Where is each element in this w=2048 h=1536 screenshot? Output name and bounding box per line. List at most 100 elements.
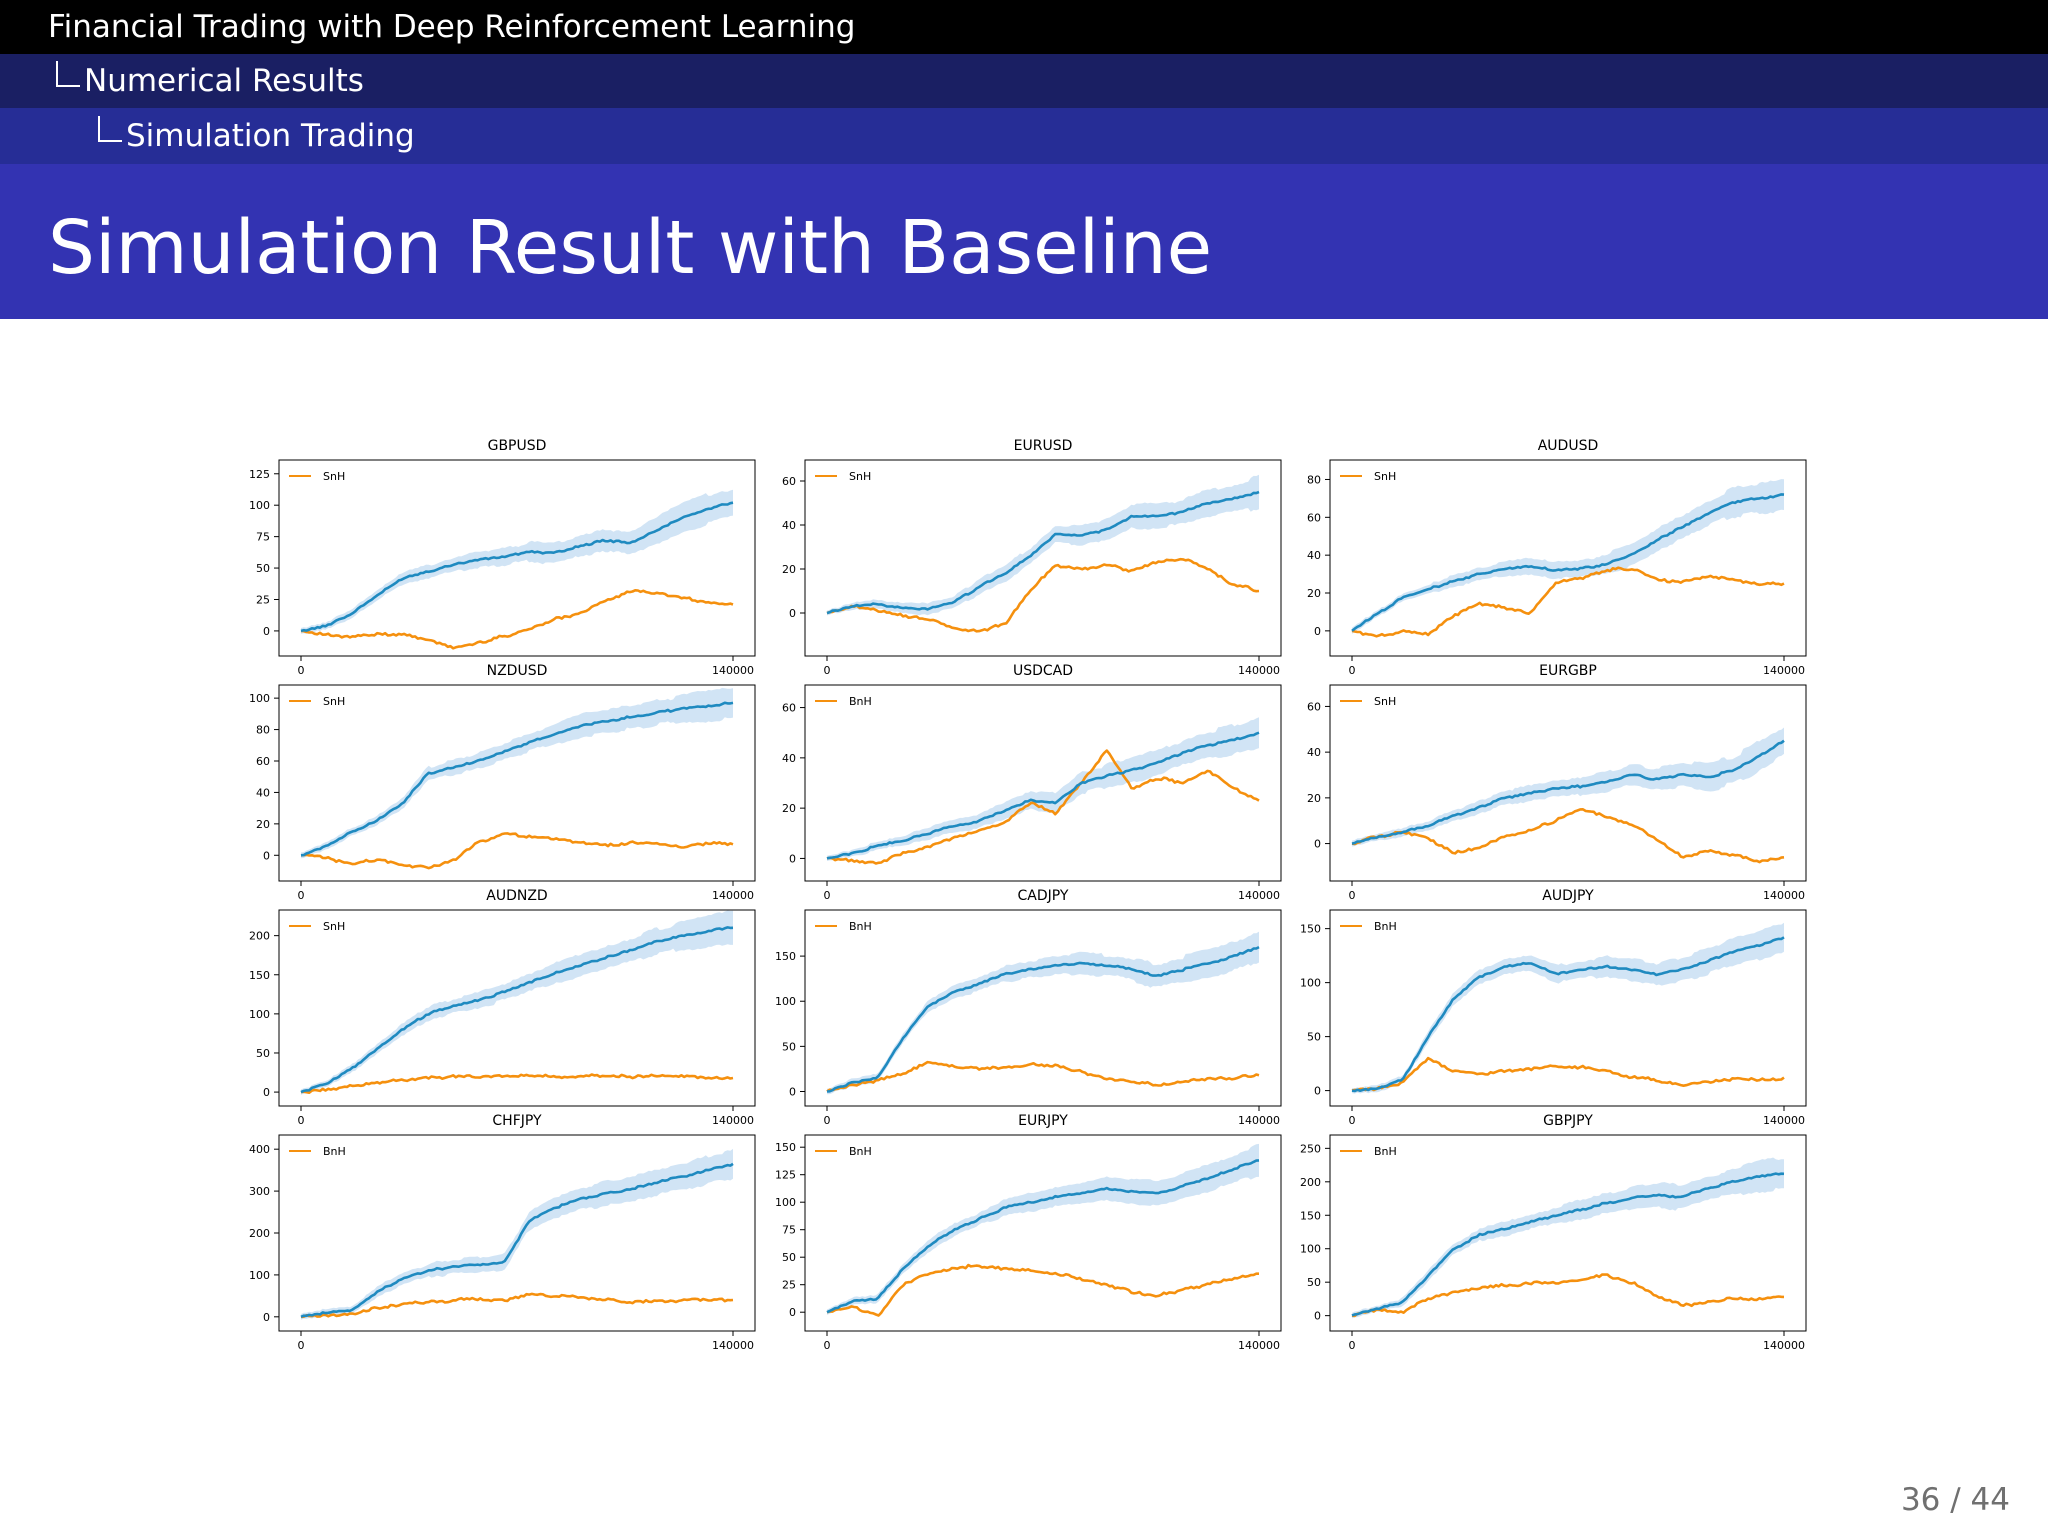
chart-title: GBPJPY	[1543, 1113, 1593, 1129]
x-tick-label: 140000	[1763, 664, 1805, 677]
y-tick-label: 100	[1300, 977, 1321, 990]
chart-title: NZDUSD	[487, 663, 548, 679]
y-tick-label: 100	[1300, 1243, 1321, 1256]
x-tick-label: 140000	[712, 1114, 754, 1127]
y-tick-label: 0	[789, 607, 796, 620]
x-tick-label: 0	[824, 889, 831, 902]
legend-label: BnH	[849, 920, 872, 933]
y-tick-label: 75	[782, 1224, 796, 1237]
chart-panel-eurjpy: EURJPY 0 25 50 75 100 125 150 0 140000 BnH	[775, 1113, 1282, 1352]
chart-panel-gbpusd: GBPUSD 0 25 50 75 100 125 0 140000 SnH	[249, 438, 756, 677]
x-tick-label: 0	[824, 664, 831, 677]
chart-panel-audjpy: AUDJPY 0 50 100 150 0 140000 BnH	[1300, 888, 1807, 1127]
y-tick-label: 200	[249, 930, 270, 943]
y-tick-label: 100	[249, 499, 270, 512]
y-tick-label: 80	[256, 724, 270, 737]
y-tick-label: 0	[1314, 1310, 1321, 1323]
x-tick-label: 140000	[712, 889, 754, 902]
baseline-series-line	[1351, 1273, 1785, 1318]
chart-title: AUDUSD	[1538, 438, 1599, 454]
x-tick-label: 140000	[1238, 664, 1280, 677]
chart-title: AUDNZD	[486, 888, 547, 904]
legend-label: BnH	[1374, 920, 1397, 933]
y-tick-label: 0	[263, 1311, 270, 1324]
legend-label: BnH	[849, 1145, 872, 1158]
agent-confidence-band	[1352, 922, 1784, 1094]
page-number: 36 / 44	[1900, 1482, 2010, 1518]
y-tick-label: 0	[263, 625, 270, 638]
x-tick-label: 0	[1349, 1114, 1356, 1127]
legend-label: SnH	[1374, 695, 1396, 708]
y-tick-label: 25	[256, 593, 270, 606]
header-section-label: Numerical Results	[84, 63, 364, 99]
header-section[interactable]: Numerical Results	[0, 54, 2048, 108]
chart-title: AUDJPY	[1542, 888, 1594, 904]
agent-series-line	[300, 1162, 734, 1319]
y-tick-label: 100	[249, 1008, 270, 1021]
chart-panel-nzdusd: NZDUSD 0 20 40 60 80 100 0 140000 SnH	[249, 663, 756, 902]
chart-panel-usdcad: USDCAD 0 20 40 60 0 140000 BnH	[782, 663, 1282, 902]
legend-label: BnH	[1374, 1145, 1397, 1158]
agent-confidence-band	[301, 1148, 733, 1320]
header-subsection[interactable]: Simulation Trading	[0, 108, 2048, 164]
legend-label: SnH	[323, 470, 345, 483]
agent-series-line	[1351, 493, 1785, 632]
x-tick-label: 0	[1349, 1339, 1356, 1352]
y-tick-label: 60	[1307, 511, 1321, 524]
y-tick-label: 50	[782, 1040, 796, 1053]
x-tick-label: 140000	[1238, 1339, 1280, 1352]
chart-panel-audnzd: AUDNZD 0 50 100 150 200 0 140000 SnH	[249, 888, 756, 1127]
agent-series-line	[826, 490, 1260, 615]
y-tick-label: 0	[263, 849, 270, 862]
y-tick-label: 150	[1300, 1209, 1321, 1222]
chart-title: EURJPY	[1018, 1113, 1068, 1129]
y-tick-label: 50	[256, 1047, 270, 1060]
y-tick-label: 0	[789, 1306, 796, 1319]
y-tick-label: 250	[1300, 1142, 1321, 1155]
y-tick-label: 150	[775, 950, 796, 963]
baseline-series-line	[826, 1060, 1260, 1093]
y-tick-label: 50	[256, 562, 270, 575]
x-tick-label: 140000	[1763, 1114, 1805, 1127]
x-tick-label: 140000	[712, 1339, 754, 1352]
chart-panel-chfjpy: CHFJPY 0 100 200 300 400 0 140000 BnH	[249, 1113, 756, 1352]
plot-frame	[278, 684, 756, 882]
y-tick-label: 0	[263, 1086, 270, 1099]
header-presentation-title[interactable]: Financial Trading with Deep Reinforcemen…	[0, 0, 2048, 54]
agent-series-line	[826, 1159, 1260, 1314]
baseline-series-line	[300, 1073, 734, 1094]
y-tick-label: 100	[775, 995, 796, 1008]
y-tick-label: 400	[249, 1143, 270, 1156]
y-tick-label: 80	[1307, 473, 1321, 486]
y-tick-label: 40	[782, 752, 796, 765]
plot-frame	[804, 684, 1282, 882]
y-tick-label: 125	[249, 468, 270, 481]
chart-title: EURGBP	[1539, 663, 1597, 679]
legend-label: BnH	[849, 695, 872, 708]
y-tick-label: 20	[782, 802, 796, 815]
legend-label: BnH	[323, 1145, 346, 1158]
x-tick-label: 140000	[712, 664, 754, 677]
agent-series-line	[1351, 1172, 1785, 1317]
baseline-series-line	[826, 749, 1260, 865]
y-tick-label: 150	[1300, 923, 1321, 936]
agent-series-line	[300, 501, 734, 633]
y-tick-label: 125	[775, 1169, 796, 1182]
y-tick-label: 60	[782, 475, 796, 488]
agent-series-line	[300, 926, 734, 1094]
chart-panel-audusd: AUDUSD 0 20 40 60 80 0 140000 SnH	[1307, 438, 1807, 677]
legend-label: SnH	[323, 695, 345, 708]
y-tick-label: 40	[1307, 549, 1321, 562]
chart-title: CADJPY	[1018, 888, 1069, 904]
plot-frame	[278, 459, 756, 657]
y-tick-label: 25	[782, 1279, 796, 1292]
y-tick-label: 40	[1307, 746, 1321, 759]
chart-panel-eurusd: EURUSD 0 20 40 60 0 140000 SnH	[782, 438, 1282, 677]
y-tick-label: 200	[1300, 1176, 1321, 1189]
chart-panel-eurgbp: EURGBP 0 20 40 60 0 140000 SnH	[1307, 663, 1807, 902]
x-tick-label: 0	[298, 664, 305, 677]
y-tick-label: 60	[782, 702, 796, 715]
y-tick-label: 20	[1307, 792, 1321, 805]
baseline-series-line	[826, 1263, 1259, 1317]
x-tick-label: 0	[298, 889, 305, 902]
